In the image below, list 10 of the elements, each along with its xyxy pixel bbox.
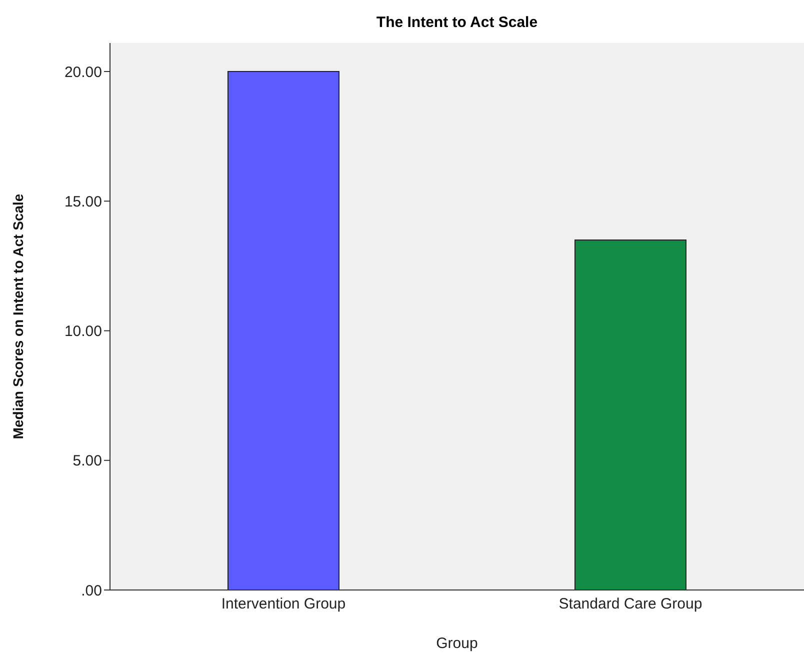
y-axis-title: Median Scores on Intent to Act Scale bbox=[10, 194, 26, 440]
x-tick-label: Standard Care Group bbox=[558, 596, 702, 613]
chart-title: The Intent to Act Scale bbox=[375, 14, 539, 31]
y-tick-label: 5.00 bbox=[72, 452, 102, 470]
y-tick-label: 20.00 bbox=[64, 64, 102, 81]
x-tick-label: Intervention Group bbox=[221, 596, 346, 613]
y-tick-label: .00 bbox=[81, 582, 102, 600]
y-tick-label: 15.00 bbox=[64, 193, 102, 210]
x-axis-title: Group bbox=[436, 635, 478, 652]
y-tick-label: 10.00 bbox=[64, 323, 102, 340]
